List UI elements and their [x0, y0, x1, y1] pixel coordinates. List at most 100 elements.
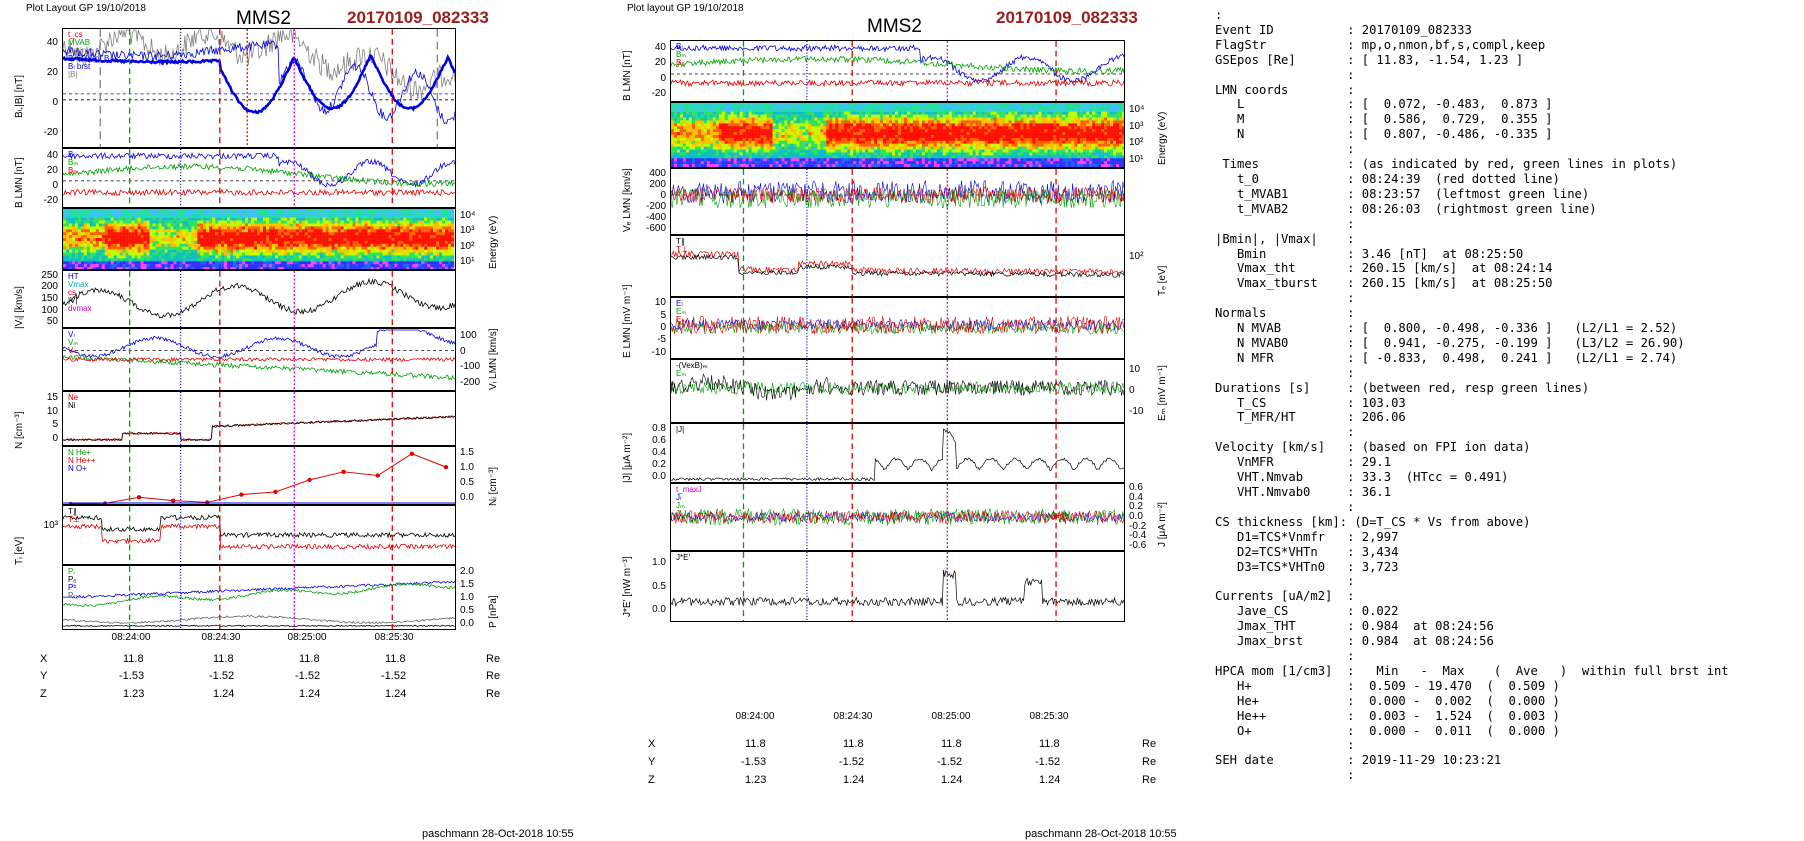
- coord-unit: Re: [486, 653, 501, 665]
- right-panel-4: [670, 235, 1125, 297]
- legend-entry: T∥: [68, 507, 77, 516]
- left-panel-5: [62, 328, 456, 391]
- info-line: CS thickness [km]: (D=T_CS * Vs from abo…: [1215, 514, 1531, 529]
- right-panel-plot: [671, 360, 1124, 422]
- y-tick-label: 400: [649, 167, 666, 179]
- info-line: N MVAB : [ 0.800, -0.498, -0.336 ] (L2/L…: [1237, 321, 1678, 336]
- right-xtick: 08:24:30: [833, 711, 873, 722]
- y-axis-label: E LMN [mV m⁻¹]: [622, 284, 633, 358]
- legend-entry: T⊥: [676, 245, 688, 254]
- coord-label-y: Y: [648, 756, 656, 768]
- left-panel-plot: [63, 506, 455, 564]
- legend-entry: Bₗ: [676, 42, 683, 51]
- legend-entry: Ne: [68, 393, 79, 402]
- pb-line: [63, 580, 455, 599]
- info-line: :: [1347, 291, 1355, 306]
- y-tick-label: -0.4: [1129, 530, 1147, 542]
- coord-value: -1.52: [381, 670, 407, 682]
- coord-value: -1.53: [741, 756, 767, 768]
- legend-entry: Pₜₒₜ: [68, 591, 82, 600]
- right-panel-plot: [671, 552, 1124, 621]
- info-line: :: [1347, 216, 1355, 231]
- y-tick-label: 0.8: [652, 423, 666, 434]
- legend-entry: T∥: [676, 237, 685, 246]
- y-tick-label: 0.4: [1129, 491, 1143, 503]
- legend-entry: Pᵇ: [68, 583, 77, 592]
- right-panel-plot: [671, 236, 1124, 296]
- legend-entry: Vmax: [68, 280, 89, 289]
- left-panel-2: [62, 148, 456, 208]
- legend-entry: -(VexB)ₘ: [676, 361, 708, 370]
- y-tick-label: 40: [654, 41, 666, 53]
- y-tick-label: 0: [460, 345, 466, 357]
- left-xtick: 08:24:30: [201, 632, 241, 643]
- y-tick-label: 0: [1129, 385, 1135, 396]
- left-plot-stack: [62, 28, 456, 630]
- y-tick-label: 0: [660, 189, 666, 201]
- coord-value: 1.23: [745, 774, 767, 786]
- y-axis-label: J [μA m⁻²]: [1157, 502, 1168, 547]
- legend-entry: Pᵢ: [68, 567, 75, 576]
- coord-value: -1.53: [119, 670, 145, 682]
- info-line: N MVAB0 : [ 0.941, -0.275, -0.199 ] (L3/…: [1237, 335, 1685, 350]
- legend-entry: |J|: [676, 425, 685, 434]
- y-tick-label: 20: [46, 164, 58, 176]
- coord-label-x: X: [40, 653, 48, 665]
- y-tick-label: 50: [46, 316, 58, 328]
- y-tick-label: -0.6: [1129, 540, 1147, 552]
- info-line: HPCA mom [1/cm3] : Min - Max ( Ave ) wit…: [1215, 663, 1729, 678]
- pe-line: [63, 624, 455, 627]
- legend-entry: Vₙ: [68, 346, 77, 355]
- info-line: N MFR : [ -0.833, 0.498, 0.241 ] (L2/L1 …: [1237, 350, 1678, 365]
- bmag-line: [63, 29, 455, 100]
- coord-label-y: Y: [40, 670, 48, 682]
- left-spacecraft-title: MMS2: [236, 8, 291, 29]
- left-panel-7: [62, 446, 456, 505]
- y-tick-label: 0: [52, 97, 58, 108]
- vl-line: [63, 329, 455, 359]
- coord-value: 1.23: [123, 688, 145, 700]
- pi-line: [63, 582, 455, 607]
- y-axis-label: Vₑ LMN [km/s]: [622, 167, 633, 232]
- legend-entry: Jₘ: [676, 501, 685, 510]
- vem-line: [671, 187, 1124, 209]
- right-panel-7: [670, 423, 1125, 483]
- coord-value: -1.52: [209, 670, 235, 682]
- y-tick-label: 0.0: [652, 471, 666, 482]
- y-tick-label: 250: [41, 269, 58, 281]
- y-tick-label: 0.0: [652, 604, 666, 616]
- legend-entry: Bₗ brst: [68, 62, 91, 71]
- right-panel-2: [670, 102, 1125, 168]
- bn-line: [63, 188, 455, 197]
- legend-entry: Eₘ: [676, 369, 687, 378]
- y-tick-label: 0.0: [460, 491, 474, 503]
- right-plot-stack: [670, 40, 1125, 704]
- y-tick-label: 0.5: [652, 580, 666, 592]
- coord-value: 11.8: [745, 738, 766, 750]
- y-tick-label: -20: [651, 88, 666, 100]
- info-line: Currents [uA/m2] :: [1215, 589, 1355, 604]
- legend-entry: Eₘ: [676, 307, 687, 316]
- left-xtick: 08:25:00: [287, 632, 327, 643]
- info-line: M : [ 0.586, 0.729, 0.355 ]: [1237, 112, 1553, 127]
- right-panel-6: [670, 359, 1125, 423]
- bm-line: [63, 162, 455, 188]
- y-tick-label: 0.2: [1129, 501, 1143, 513]
- legend-entry: N He+: [68, 448, 91, 457]
- y-tick-label: 100: [41, 304, 58, 316]
- legend-entry: T⊥: [68, 515, 80, 524]
- tperp-line: [63, 523, 455, 551]
- y-tick-label: 5: [52, 419, 58, 431]
- info-line: GSEpos [Re] : [ 11.83, -1.54, 1.23 ]: [1215, 52, 1524, 67]
- coord-unit: Re: [1142, 756, 1157, 768]
- y-tick-label: -200: [460, 377, 481, 389]
- bm-line: [671, 55, 1124, 75]
- info-line: :: [1347, 425, 1355, 440]
- y-axis-label: Energy (eV): [1157, 111, 1168, 165]
- info-line: :: [1347, 499, 1355, 514]
- info-line: H+ : 0.509 - 19.470 ( 0.509 ): [1237, 678, 1560, 693]
- left-panel-plot: [63, 392, 455, 445]
- ni-line: [63, 415, 455, 442]
- tpar-line: [671, 249, 1124, 276]
- y-tick-label: 10⁴: [1129, 104, 1145, 116]
